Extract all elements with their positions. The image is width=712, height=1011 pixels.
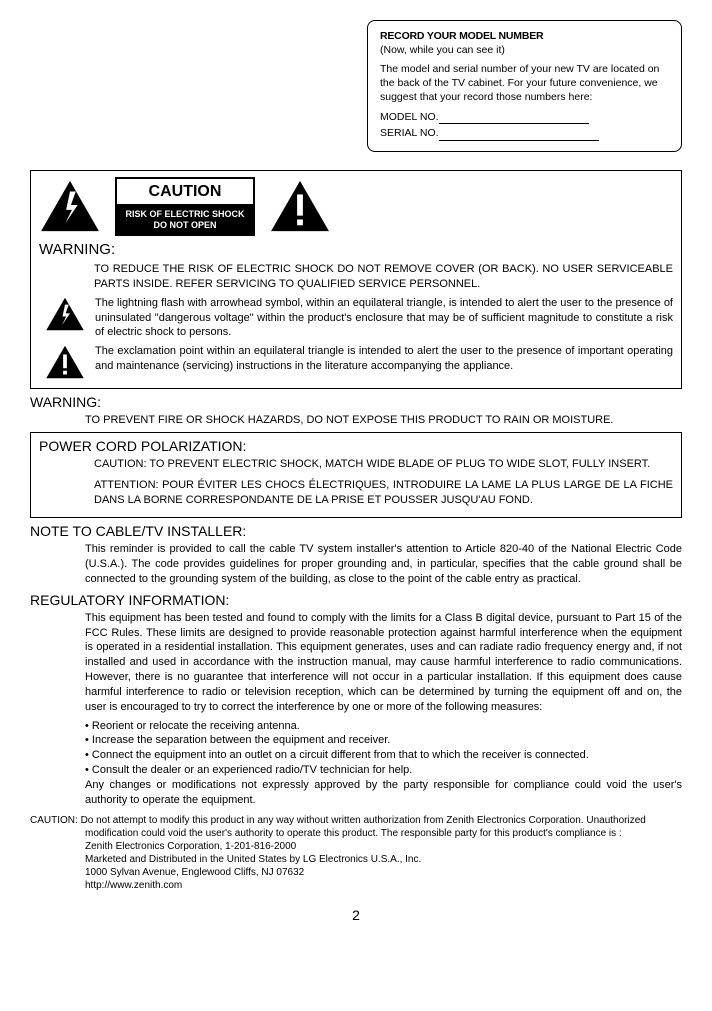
footer-line2: modification could void the user's autho… bbox=[30, 827, 682, 840]
warning2-heading: WARNING: bbox=[30, 393, 682, 412]
footer-line5: 1000 Sylvan Avenue, Englewood Cliffs, NJ… bbox=[30, 866, 682, 879]
footer-line4: Marketed and Distributed in the United S… bbox=[30, 853, 682, 866]
caution-risk-text: RISK OF ELECTRIC SHOCK DO NOT OPEN bbox=[117, 206, 253, 234]
footer-line3: Zenith Electronics Corporation, 1-201-81… bbox=[30, 840, 682, 853]
record-title: RECORD YOUR MODEL NUMBER bbox=[380, 29, 669, 43]
warning-box: CAUTION RISK OF ELECTRIC SHOCK DO NOT OP… bbox=[30, 170, 682, 390]
footer-caution: CAUTION: Do not attempt to modify this p… bbox=[30, 814, 682, 892]
bullet-1: • Reorient or relocate the receiving ant… bbox=[85, 719, 682, 734]
installer-text: This reminder is provided to call the ca… bbox=[30, 542, 682, 587]
record-description: The model and serial number of your new … bbox=[380, 63, 669, 104]
bolt-explanation-row: The lightning flash with arrowhead symbo… bbox=[39, 296, 673, 341]
bullet-4: • Consult the dealer or an experienced r… bbox=[85, 763, 682, 778]
record-subtitle: (Now, while you can see it) bbox=[380, 43, 669, 57]
regulatory-bullets: • Reorient or relocate the receiving ant… bbox=[30, 719, 682, 778]
polarization-french: ATTENTION: POUR ÉVITER LES CHOCS ÉLECTRI… bbox=[39, 478, 673, 508]
model-label: MODEL NO. bbox=[380, 111, 439, 123]
record-model-box: RECORD YOUR MODEL NUMBER (Now, while you… bbox=[367, 20, 682, 152]
model-number-field: MODEL NO. bbox=[380, 110, 669, 124]
lightning-triangle-icon bbox=[39, 179, 101, 233]
exclamation-explanation-row: The exclamation point within an equilate… bbox=[39, 344, 673, 380]
bullet-3: • Connect the equipment into an outlet o… bbox=[85, 748, 682, 763]
warning1-main-text: TO REDUCE THE RISK OF ELECTRIC SHOCK DO … bbox=[39, 262, 673, 292]
bullet-2: • Increase the separation between the eq… bbox=[85, 733, 682, 748]
regulatory-section: REGULATORY INFORMATION: This equipment h… bbox=[30, 591, 682, 808]
installer-section: NOTE TO CABLE/TV INSTALLER: This reminde… bbox=[30, 522, 682, 586]
polarization-box: POWER CORD POLARIZATION: CAUTION: TO PRE… bbox=[30, 432, 682, 518]
regulatory-intro: This equipment has been tested and found… bbox=[30, 611, 682, 715]
serial-label: SERIAL NO. bbox=[380, 127, 439, 139]
warning2-section: WARNING: TO PREVENT FIRE OR SHOCK HAZARD… bbox=[30, 393, 682, 428]
exclamation-explanation-text: The exclamation point within an equilate… bbox=[95, 344, 673, 374]
serial-number-field: SERIAL NO. bbox=[380, 126, 669, 140]
bolt-explanation-text: The lightning flash with arrowhead symbo… bbox=[95, 296, 673, 341]
polarization-heading: POWER CORD POLARIZATION: bbox=[39, 437, 673, 456]
polarization-english: CAUTION: TO PREVENT ELECTRIC SHOCK, MATC… bbox=[39, 457, 673, 472]
installer-heading: NOTE TO CABLE/TV INSTALLER: bbox=[30, 522, 682, 541]
warning2-text: TO PREVENT FIRE OR SHOCK HAZARDS, DO NOT… bbox=[30, 413, 682, 428]
footer-caution-label: CAUTION: bbox=[30, 815, 81, 826]
page-number: 2 bbox=[30, 906, 682, 925]
caution-word: CAUTION bbox=[117, 179, 253, 207]
serial-blank-line bbox=[439, 131, 599, 141]
lightning-triangle-icon bbox=[45, 296, 85, 332]
regulatory-heading: REGULATORY INFORMATION: bbox=[30, 591, 682, 610]
caution-icon-row: CAUTION RISK OF ELECTRIC SHOCK DO NOT OP… bbox=[39, 177, 673, 236]
exclamation-triangle-icon bbox=[45, 344, 85, 380]
model-blank-line bbox=[439, 114, 589, 124]
exclamation-triangle-icon bbox=[269, 179, 331, 233]
footer-line1: Do not attempt to modify this product in… bbox=[81, 815, 646, 826]
regulatory-outro: Any changes or modifications not express… bbox=[30, 778, 682, 808]
caution-plate: CAUTION RISK OF ELECTRIC SHOCK DO NOT OP… bbox=[115, 177, 255, 236]
footer-line6: http://www.zenith.com bbox=[30, 879, 682, 892]
warning1-heading: WARNING: bbox=[39, 240, 673, 260]
